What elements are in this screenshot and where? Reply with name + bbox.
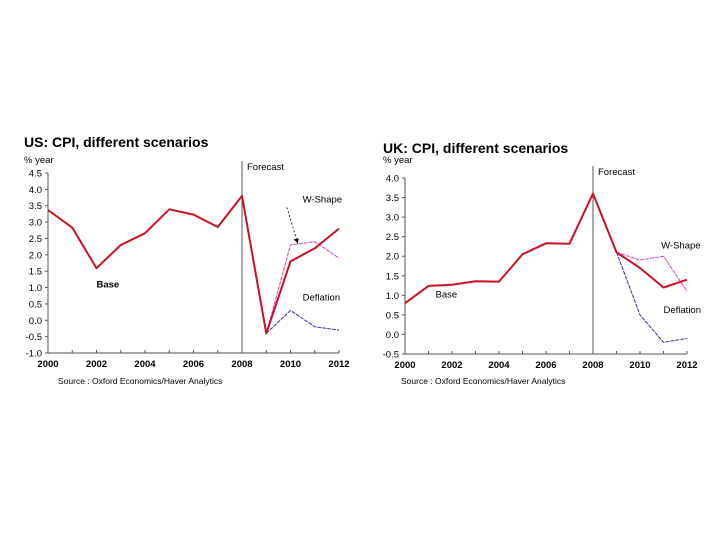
uk-chart-title: UK: CPI, different scenarios [383, 140, 568, 156]
us-x-tick-label: 2002 [86, 359, 107, 370]
us-y-tick-label: -1.0 [26, 349, 42, 360]
us-series-deflation-line [265, 310, 340, 334]
us-annotation-w-shape: W-Shape [303, 194, 342, 205]
us-x-tick-label: 2000 [37, 359, 58, 370]
us-y-tick-label: 0.5 [29, 299, 42, 310]
uk-annotation-deflation: Deflation [664, 305, 702, 316]
uk-x-tick-label: 2010 [629, 360, 650, 371]
us-y-tick-label: -0.5 [26, 332, 42, 343]
us-series-base-line [47, 194, 340, 335]
us-y-tick-label: 0.0 [29, 316, 42, 327]
us-y-tick-label: 3.5 [29, 201, 42, 212]
us-y-tick-label: 2.5 [29, 234, 42, 245]
us-x-tick-label: 2006 [183, 359, 204, 370]
us-y-tick-label: 3.0 [29, 218, 42, 229]
uk-annotation-w-shape: W-Shape [661, 240, 700, 251]
us-annotation-base: Base [97, 280, 120, 291]
us-y-tick-label: 2.0 [29, 250, 42, 261]
uk-y-tick-label: 0.5 [386, 310, 399, 321]
uk-x-tick-label: 2004 [488, 360, 510, 371]
us-x-axis: 2000 2002 2004 2006 2008 2010 2012 [37, 350, 350, 370]
uk-x-tick-label: 2002 [441, 360, 462, 371]
us-forecast-label: Forecast [247, 162, 284, 173]
uk-x-tick-label: 2008 [582, 360, 603, 371]
uk-series-w-shape-line [616, 251, 688, 292]
uk-y-tick-label: 3.5 [386, 193, 399, 204]
us-x-tick-label: 2012 [328, 359, 349, 370]
us-annotations: Base W-Shape Deflation [97, 194, 343, 303]
us-x-tick-label: 2004 [134, 359, 156, 370]
uk-source-note: Source : Oxford Economics/Haver Analytic… [401, 376, 565, 386]
uk-y-axis: -0.5 0.0 0.5 1.0 1.5 2.0 2.5 3.0 3.5 4.0 [383, 174, 406, 361]
us-y-tick-label: 4.5 [29, 169, 42, 180]
uk-y-tick-label: 2.0 [386, 252, 399, 263]
us-y-tick-label: 4.0 [29, 185, 42, 196]
uk-annotations: Base W-Shape Deflation [436, 240, 701, 316]
uk-y-tick-label: -0.5 [383, 350, 399, 361]
us-w-shape-arrow [286, 207, 299, 244]
us-y-tick-label: 1.5 [29, 267, 42, 278]
uk-x-tick-label: 2012 [676, 360, 697, 371]
us-cpi-chart: US: CPI, different scenarios % year -1.0… [24, 134, 350, 386]
us-x-tick-label: 2010 [280, 359, 301, 370]
uk-y-tick-label: 4.0 [386, 174, 399, 185]
uk-series-base-line [404, 192, 688, 305]
uk-y-tick-label: 0.0 [386, 330, 399, 341]
uk-y-tick-label: 1.0 [386, 291, 399, 302]
uk-x-tick-label: 2000 [394, 360, 415, 371]
uk-forecast-marker: Forecast [592, 166, 635, 354]
uk-x-axis: 2000 2002 2004 2006 2008 2010 2012 [394, 351, 698, 371]
uk-series-deflation-line [616, 252, 688, 343]
uk-forecast-label: Forecast [598, 167, 635, 178]
us-w-shape-arrowhead-icon [293, 238, 299, 244]
uk-x-tick-label: 2006 [535, 360, 556, 371]
us-annotation-deflation: Deflation [303, 293, 341, 304]
uk-y-tick-label: 2.5 [386, 232, 399, 243]
uk-cpi-chart: UK: CPI, different scenarios % year -0.5… [383, 140, 701, 386]
uk-y-tick-label: 3.0 [386, 213, 399, 224]
us-y-tick-label: 1.0 [29, 283, 42, 294]
uk-y-tick-label: 1.5 [386, 271, 399, 282]
uk-y-unit-label: % year [383, 155, 413, 166]
us-y-unit-label: % year [24, 155, 54, 166]
us-forecast-marker: Forecast [241, 161, 284, 353]
us-series [47, 194, 340, 335]
us-x-tick-label: 2008 [231, 359, 252, 370]
us-chart-title: US: CPI, different scenarios [24, 134, 209, 150]
us-y-axis: -1.0 -0.5 0.0 0.5 1.0 1.5 2.0 2.5 3.0 3.5 4.0 4.5 [26, 169, 49, 360]
uk-series [404, 192, 688, 343]
us-source-note: Source : Oxford Economics/Haver Analytic… [58, 376, 222, 386]
uk-annotation-base: Base [436, 289, 458, 300]
us-series-w-shape-line [265, 241, 340, 334]
